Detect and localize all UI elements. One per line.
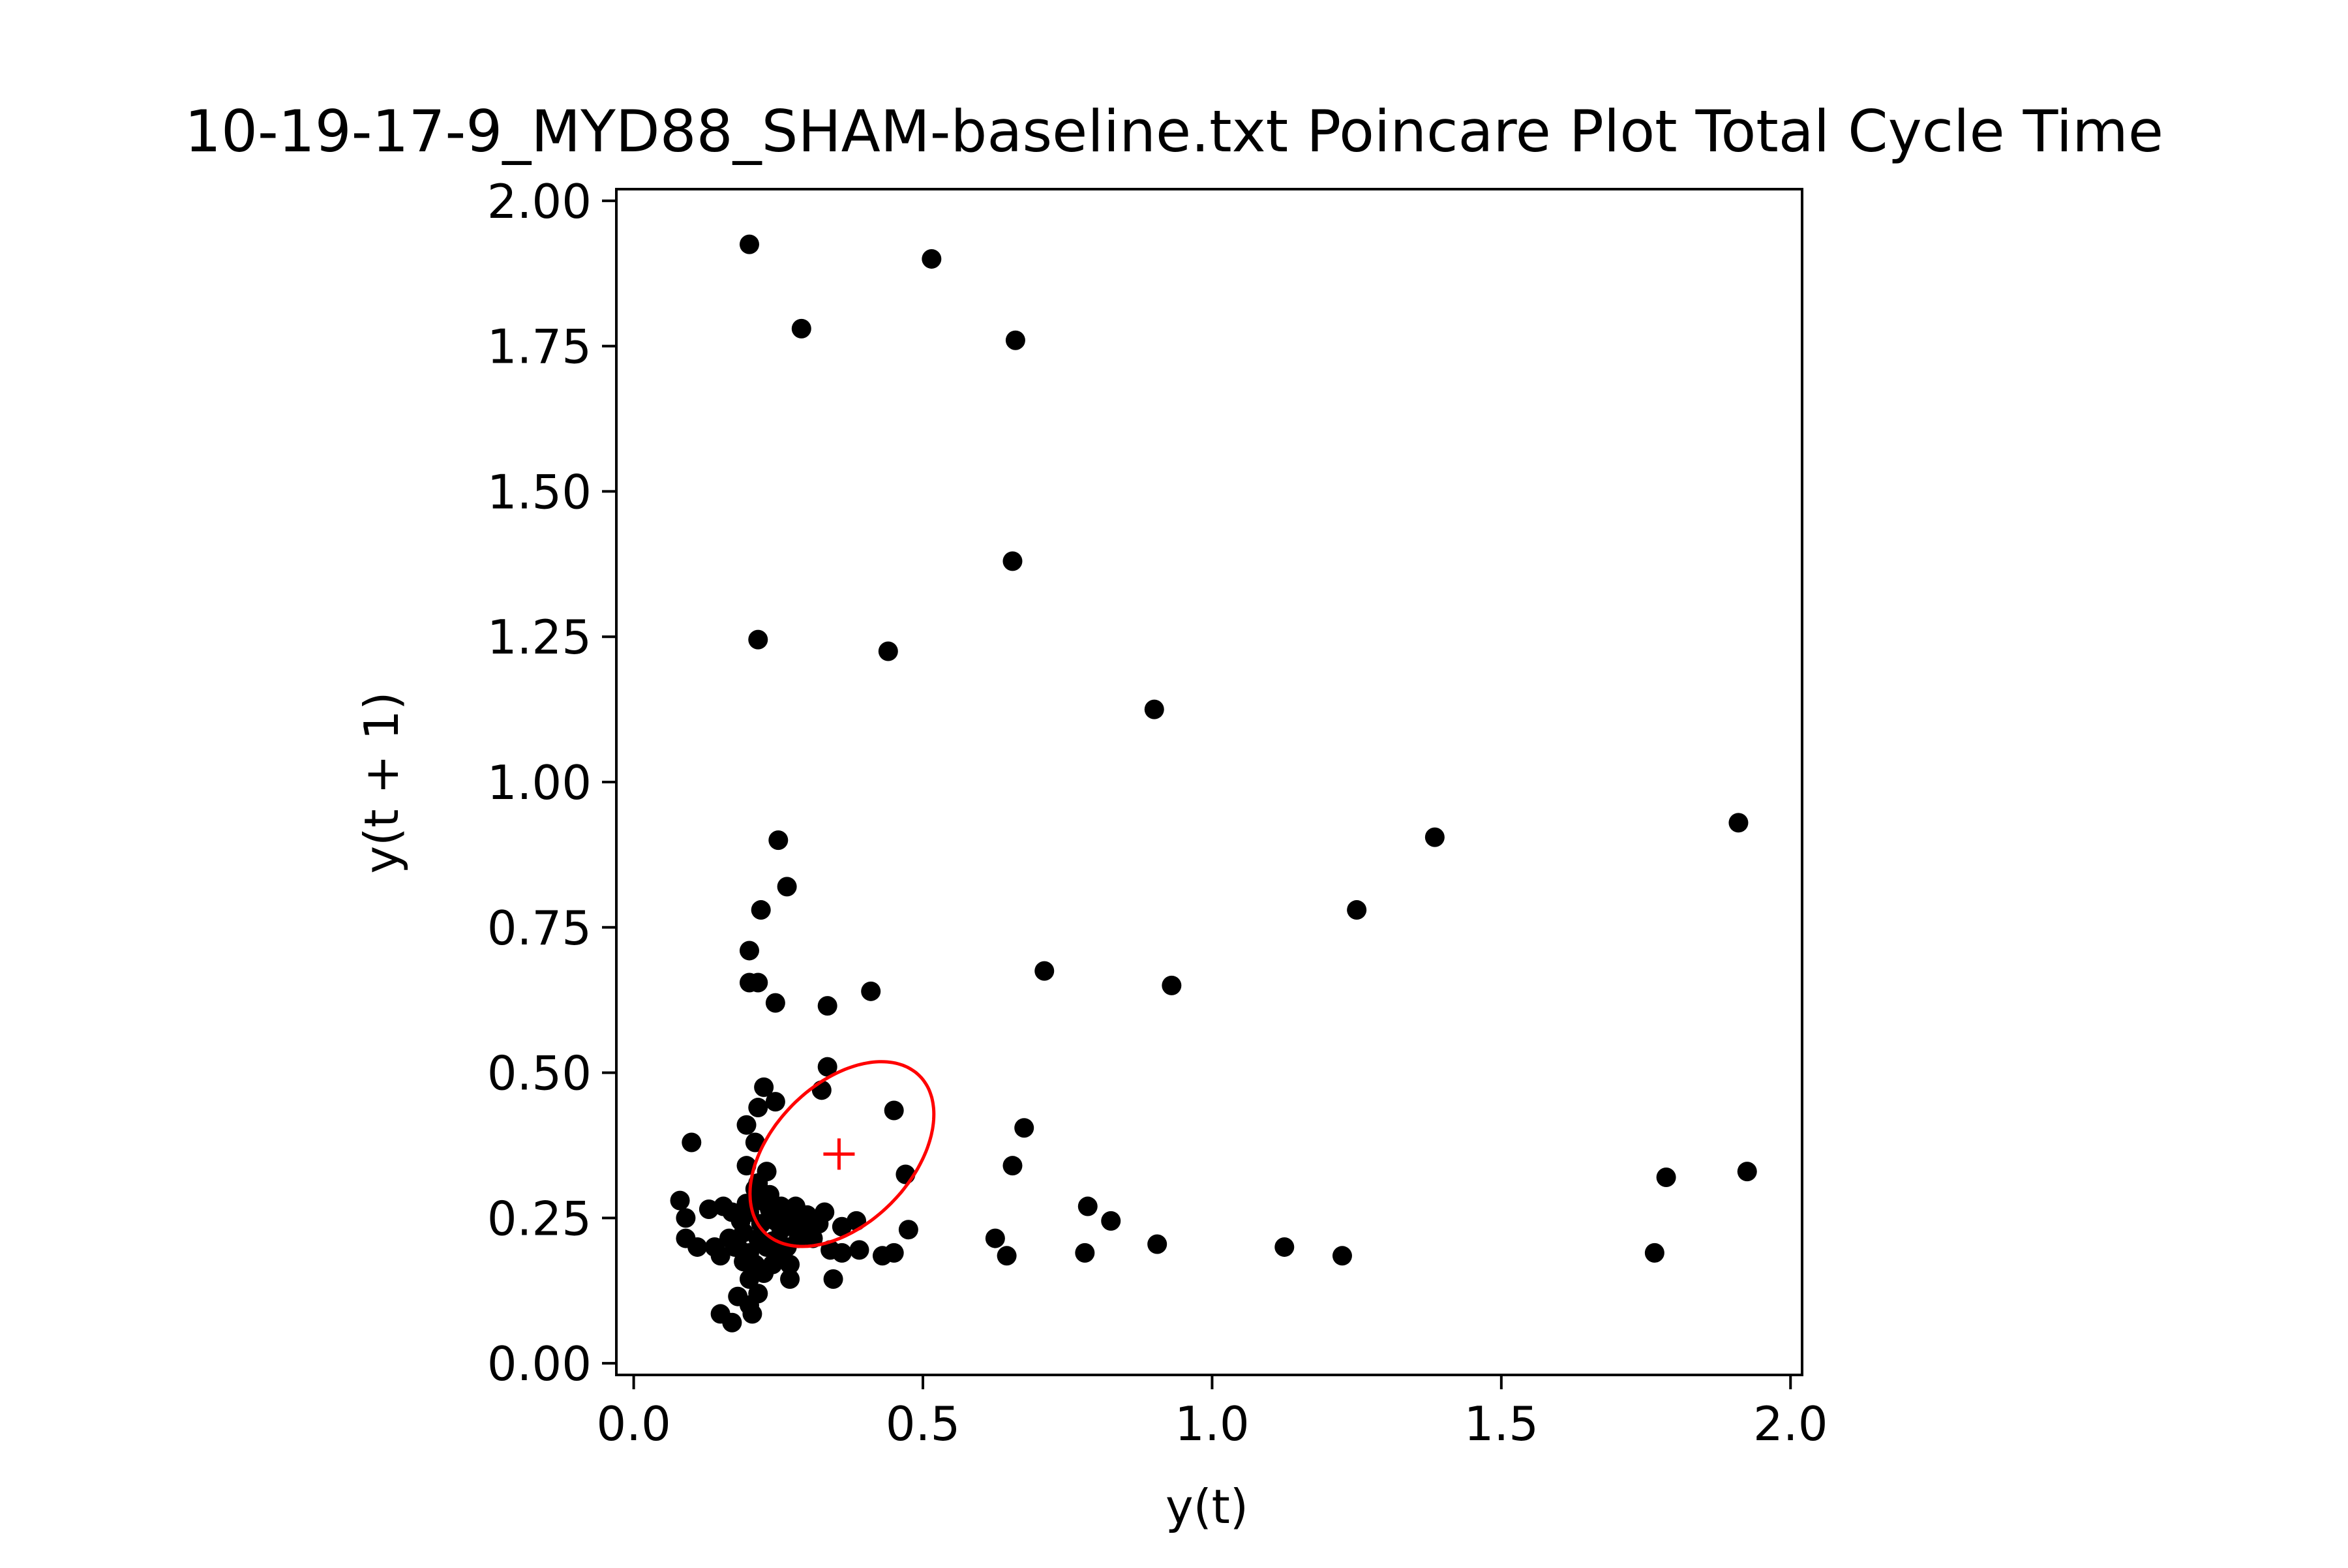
data-point — [771, 1196, 791, 1216]
data-point — [739, 941, 759, 961]
data-point — [997, 1246, 1017, 1266]
data-point — [748, 972, 768, 993]
y-tick-label: 1.00 — [487, 755, 592, 810]
y-tick-label: 1.25 — [487, 610, 592, 665]
data-point — [1147, 1234, 1167, 1254]
data-point — [817, 1057, 837, 1077]
data-point — [676, 1208, 696, 1228]
data-point — [748, 1098, 768, 1118]
data-point — [739, 1269, 759, 1289]
data-point — [1101, 1211, 1121, 1231]
data-point — [780, 1269, 800, 1289]
data-point — [1162, 975, 1182, 995]
data-point — [1424, 827, 1445, 847]
data-point — [757, 1162, 777, 1182]
data-point — [898, 1220, 918, 1240]
x-axis-label: y(t) — [1165, 1479, 1249, 1534]
x-tick-label: 0.0 — [596, 1396, 671, 1451]
data-point — [748, 1284, 768, 1304]
data-point — [1034, 961, 1055, 981]
axes-frame — [615, 188, 1803, 1376]
y-axis-label: y(t + 1) — [354, 691, 409, 874]
data-point — [884, 1100, 904, 1121]
data-point — [1656, 1168, 1676, 1187]
data-point — [878, 641, 898, 661]
data-point — [1144, 699, 1164, 719]
data-point — [1274, 1237, 1295, 1257]
data-point — [765, 993, 785, 1013]
data-point — [823, 1269, 843, 1289]
centroid-marker — [823, 1138, 855, 1170]
data-point — [832, 1216, 852, 1237]
data-point — [1347, 900, 1367, 920]
data-point — [1737, 1162, 1757, 1182]
y-tick-label: 0.25 — [487, 1191, 592, 1246]
data-point — [745, 1132, 765, 1153]
data-point — [728, 1286, 748, 1306]
chart-title: 10-19-17-9_MYD88_SHAM-baseline.txt Poinc… — [185, 98, 2163, 165]
data-point — [768, 830, 789, 851]
data-point — [1002, 1156, 1023, 1176]
data-point — [714, 1196, 734, 1216]
data-point — [1728, 813, 1749, 833]
data-point — [791, 318, 811, 339]
y-tick-label: 2.00 — [487, 174, 592, 229]
y-tick-label: 0.50 — [487, 1046, 592, 1101]
data-point — [1332, 1246, 1352, 1266]
data-point — [762, 1254, 783, 1274]
y-tick-label: 1.75 — [487, 320, 592, 374]
data-point — [754, 1077, 774, 1097]
confidence-overlay — [748, 1060, 936, 1248]
data-point — [922, 249, 942, 269]
data-point — [1077, 1196, 1098, 1216]
data-point — [820, 1240, 841, 1260]
data-point — [1005, 330, 1025, 350]
data-point — [736, 1115, 757, 1135]
data-point — [739, 234, 759, 254]
data-point — [884, 1243, 904, 1263]
data-point — [687, 1237, 708, 1257]
data-point — [815, 1202, 835, 1222]
y-tick-label: 1.50 — [487, 464, 592, 519]
x-tick-label: 2.0 — [1753, 1396, 1828, 1451]
data-point — [682, 1132, 702, 1153]
data-point — [777, 877, 797, 897]
data-point — [728, 1237, 748, 1257]
axis-ticks: 0.0 0.5 1.0 1.5 2.0 0.00 0.25 0.50 0.75 1.00 1.25 1… — [487, 174, 1828, 1451]
data-point — [817, 996, 837, 1016]
data-point — [985, 1228, 1005, 1248]
y-tick-label: 0.75 — [487, 901, 592, 956]
data-points — [670, 234, 1757, 1333]
confidence-ellipse — [748, 1060, 936, 1248]
data-point — [670, 1190, 690, 1211]
data-point — [797, 1220, 817, 1240]
data-point — [751, 900, 771, 920]
data-point — [1014, 1118, 1034, 1138]
data-point — [861, 981, 881, 1001]
data-point — [765, 1092, 785, 1112]
data-point — [748, 629, 768, 650]
data-point — [710, 1246, 730, 1266]
data-point — [1002, 551, 1023, 571]
data-point — [780, 1254, 800, 1274]
data-point — [849, 1240, 869, 1260]
x-tick-label: 0.5 — [886, 1396, 961, 1451]
y-tick-label: 0.00 — [487, 1336, 592, 1391]
x-tick-label: 1.5 — [1464, 1396, 1539, 1451]
data-point — [722, 1312, 742, 1333]
data-point — [736, 1156, 757, 1176]
x-tick-label: 1.0 — [1175, 1396, 1250, 1451]
data-point — [1075, 1243, 1095, 1263]
data-point — [1644, 1243, 1664, 1263]
